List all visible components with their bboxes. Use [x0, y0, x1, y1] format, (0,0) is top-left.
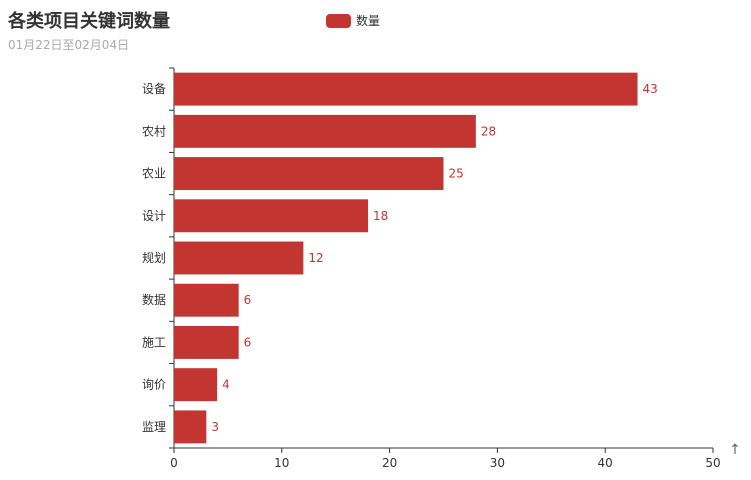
bar [174, 241, 304, 275]
y-tick-label: 施工 [142, 335, 166, 349]
bar [174, 325, 239, 359]
up-arrow-icon[interactable]: ↑ [729, 442, 741, 458]
data-label: 3 [211, 420, 219, 434]
y-tick-label: 设备 [142, 82, 166, 96]
legend-label: 数量 [356, 14, 381, 28]
legend-item-quantity[interactable]: 数量 [326, 12, 380, 29]
y-tick-label: 农业 [142, 167, 166, 181]
x-tick-label: 10 [274, 456, 289, 470]
data-label: 12 [308, 251, 323, 265]
bar [174, 368, 218, 402]
chart-subtitle: 01月22日至02月04日 [8, 38, 130, 52]
data-label: 28 [481, 124, 496, 138]
x-tick-label: 50 [705, 456, 720, 470]
y-tick-label: 监理 [142, 420, 166, 434]
legend-swatch [326, 13, 351, 28]
data-label: 4 [222, 378, 230, 392]
x-tick-label: 0 [170, 456, 178, 470]
data-label: 6 [244, 293, 252, 307]
x-tick-label: 40 [598, 456, 613, 470]
y-tick-label: 规划 [142, 250, 166, 265]
x-tick-label: 20 [382, 456, 397, 470]
bar [174, 410, 207, 444]
data-label: 43 [643, 82, 658, 96]
bar [174, 157, 444, 191]
data-label: 25 [449, 167, 464, 181]
y-tick-label: 询价 [142, 378, 166, 392]
bar [174, 72, 638, 106]
bar [174, 283, 239, 317]
bar [174, 199, 369, 233]
data-label: 6 [244, 335, 252, 349]
y-tick-label: 设计 [142, 209, 166, 223]
data-label: 18 [373, 209, 388, 223]
y-tick-label: 数据 [142, 292, 166, 307]
y-tick-label: 农村 [142, 124, 166, 138]
chart-title: 各类项目关键词数量 [8, 11, 170, 32]
bar [174, 114, 476, 148]
x-tick-label: 30 [490, 456, 505, 470]
